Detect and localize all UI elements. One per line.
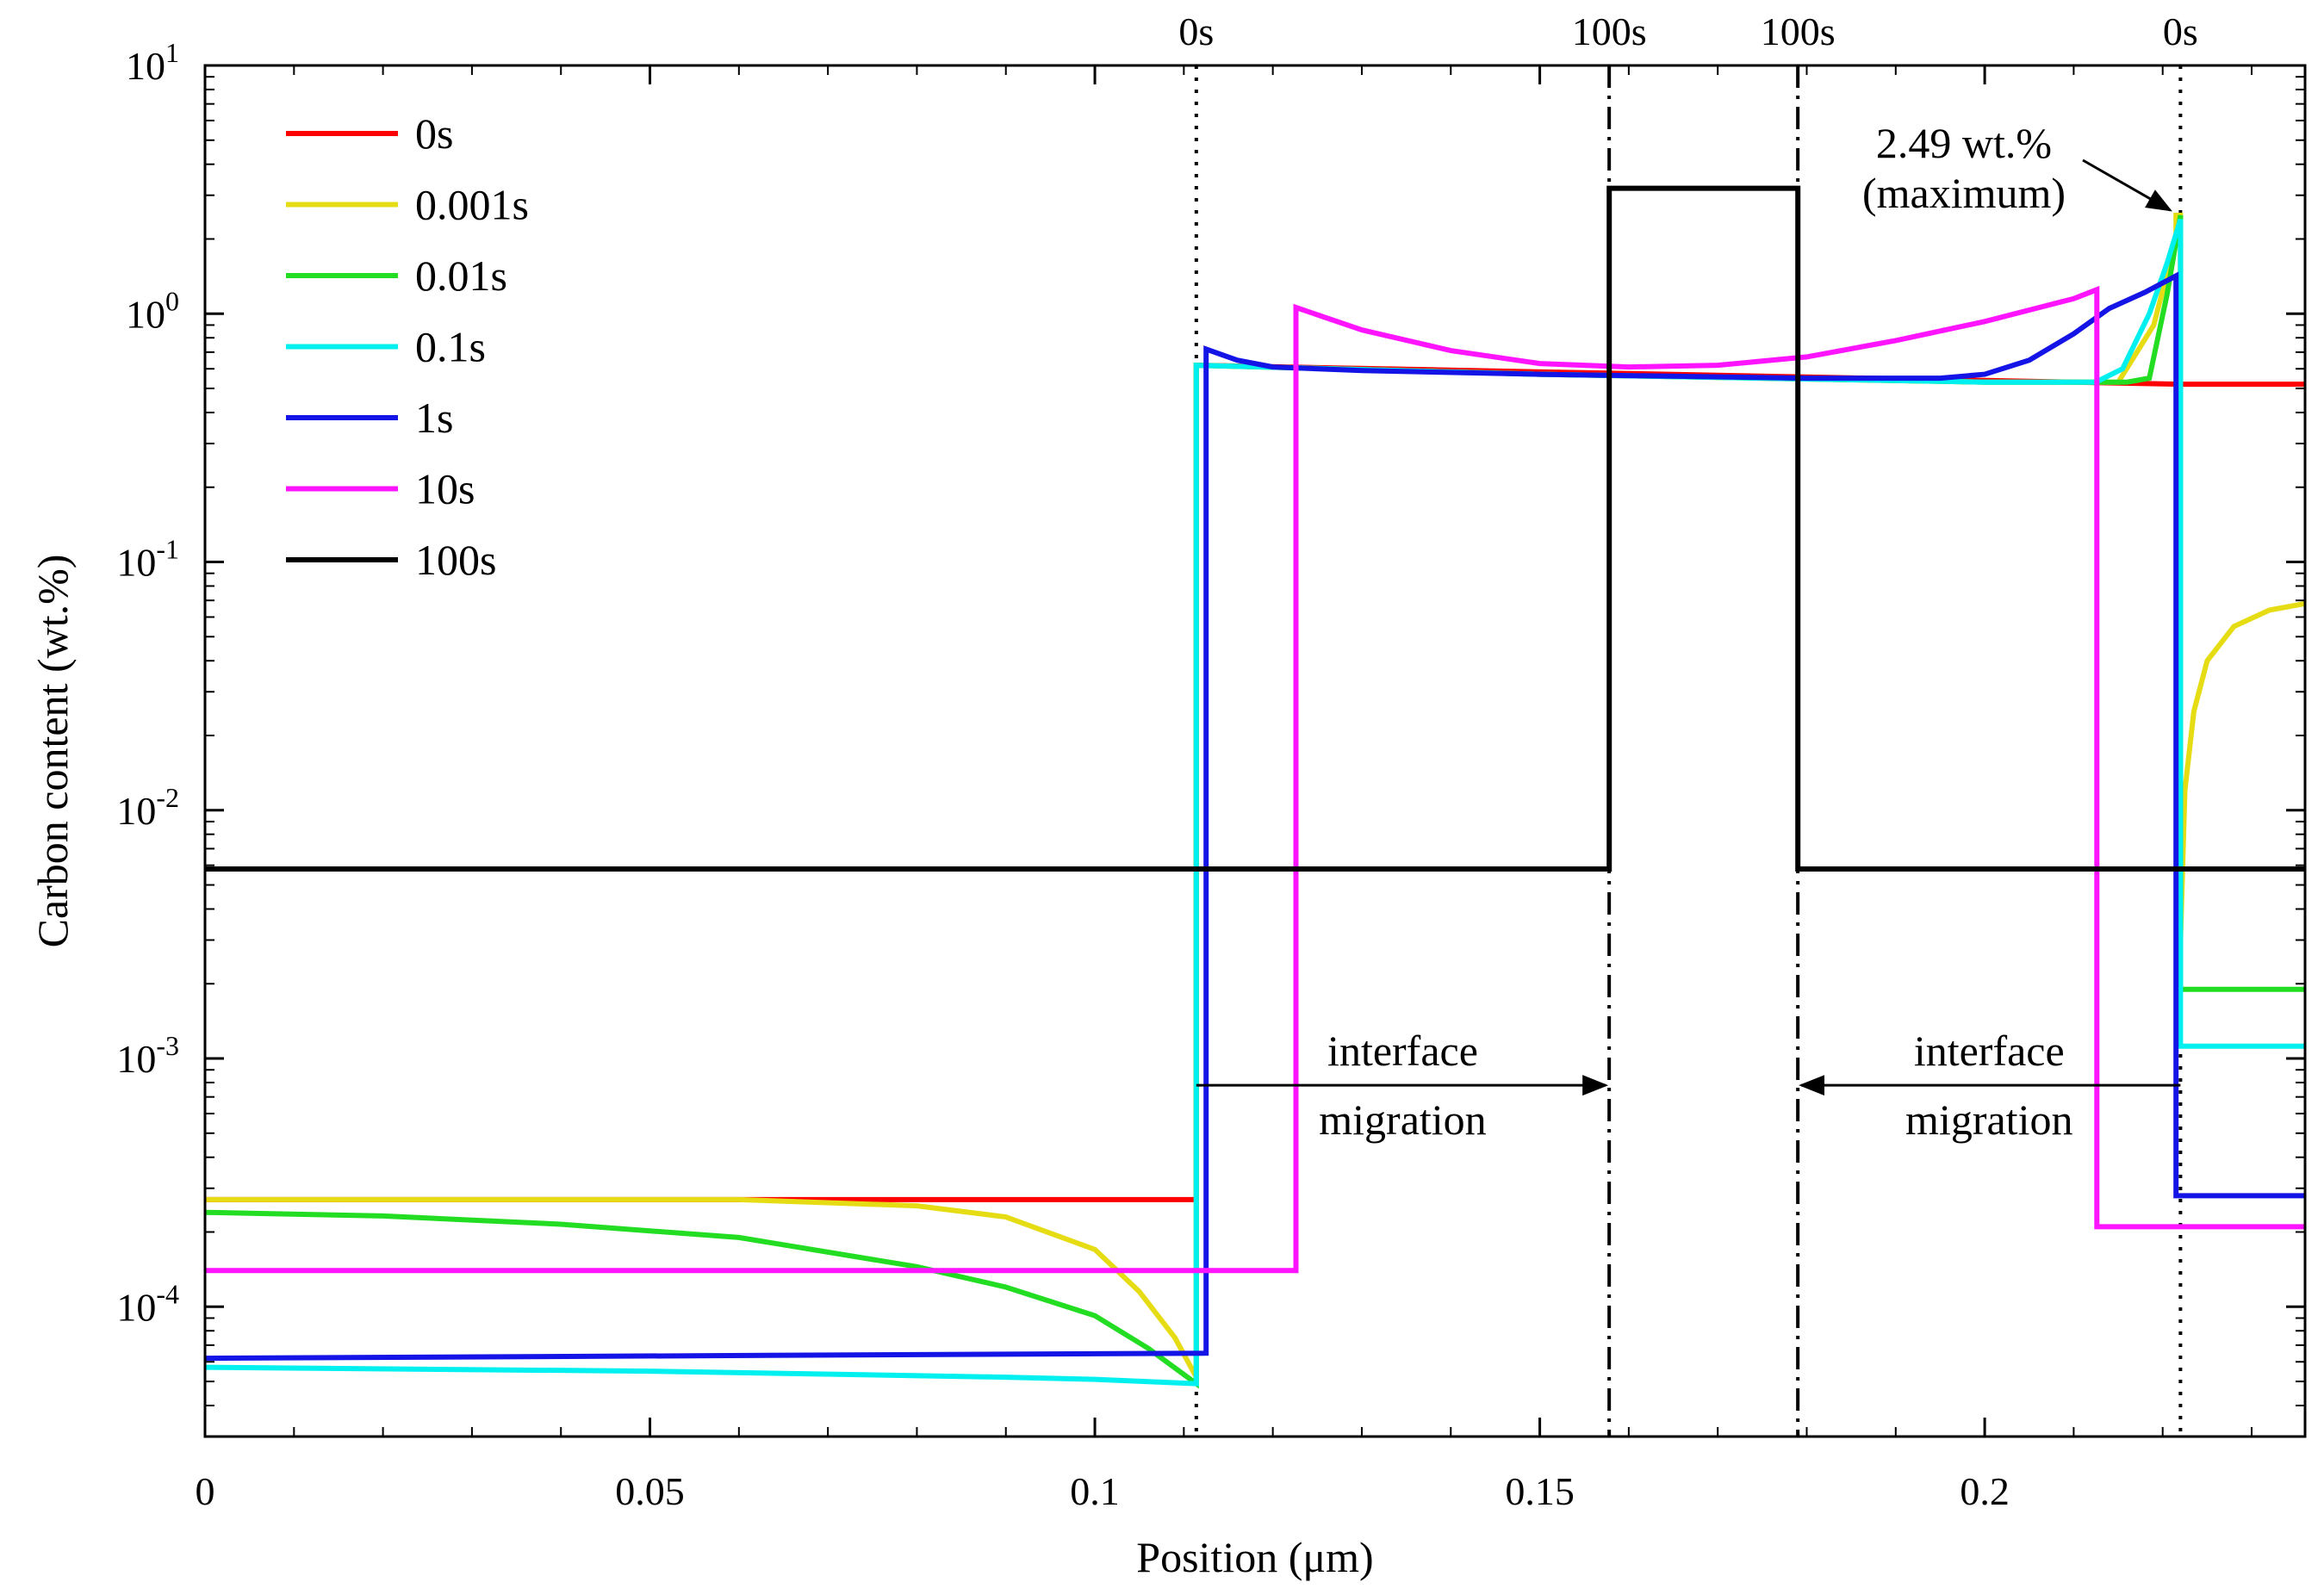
x-axis-label: Position (μm) — [1136, 1533, 1373, 1581]
y-axis-label: Carbon content (wt.%) — [28, 555, 77, 948]
y-tick-label: 10-2 — [116, 782, 179, 833]
axes: 0s 100s 100s 0s 0 0.05 0.1 0.15 0.2 101 100 10-1 10-… — [28, 9, 2307, 1581]
legend-label-1s: 1s — [415, 394, 453, 442]
x-tick-label: 0.05 — [615, 1469, 685, 1513]
series-line-0.01s — [205, 214, 2305, 1389]
series-line-1s — [205, 271, 2305, 1362]
mig-right-text-1: interface — [1914, 1027, 2065, 1075]
legend-label-10s: 10s — [415, 465, 475, 513]
legend-label-0s: 0s — [415, 109, 453, 158]
interface-time-label-2: 100s — [1572, 9, 1647, 53]
y-tick-label: 10-4 — [116, 1278, 179, 1329]
series-line-0.001s — [205, 213, 2305, 1379]
y-tick-label: 100 — [126, 285, 179, 336]
max-annotation-arrow — [2082, 158, 2172, 212]
legend-label-0.1s: 0.1s — [415, 323, 486, 371]
x-tick-label: 0.15 — [1505, 1469, 1575, 1513]
legend: 0s 0.001s 0.01s 0.1s 1s 10s 100s — [286, 109, 529, 584]
plot-frame — [203, 64, 2307, 1438]
interface-time-label-3: 100s — [1761, 9, 1836, 53]
interface-time-label-1: 0s — [1178, 9, 1214, 53]
y-tick-label: 101 — [126, 37, 179, 88]
y-tick-label: 10-3 — [116, 1030, 179, 1081]
series-line-0.1s — [205, 218, 2305, 1387]
legend-label-0.01s: 0.01s — [415, 251, 507, 300]
mig-left-text-1: interface — [1327, 1027, 1478, 1075]
x-tick-label: 0.2 — [1960, 1469, 2010, 1513]
mig-left-text-2: migration — [1319, 1095, 1486, 1144]
legend-label-100s: 100s — [415, 536, 496, 584]
max-annotation-text-1: 2.49 wt.% — [1876, 119, 2052, 167]
y-tick-label: 10-1 — [116, 534, 179, 585]
annotations: 2.49 wt.%(maximum) interface migration inte… — [1196, 119, 2181, 1144]
x-tick-label: 0 — [196, 1469, 215, 1513]
mig-right-text-2: migration — [1905, 1095, 2072, 1144]
max-annotation-text-2: (maximum) — [1862, 169, 2066, 217]
plot-area — [205, 65, 2305, 1437]
x-tick-label: 0.1 — [1070, 1469, 1120, 1513]
series-line-10s — [205, 285, 2305, 1274]
series-line-100s — [205, 185, 2305, 872]
interface-time-label-4: 0s — [2163, 9, 2198, 53]
legend-label-0.001s: 0.001s — [415, 181, 529, 229]
